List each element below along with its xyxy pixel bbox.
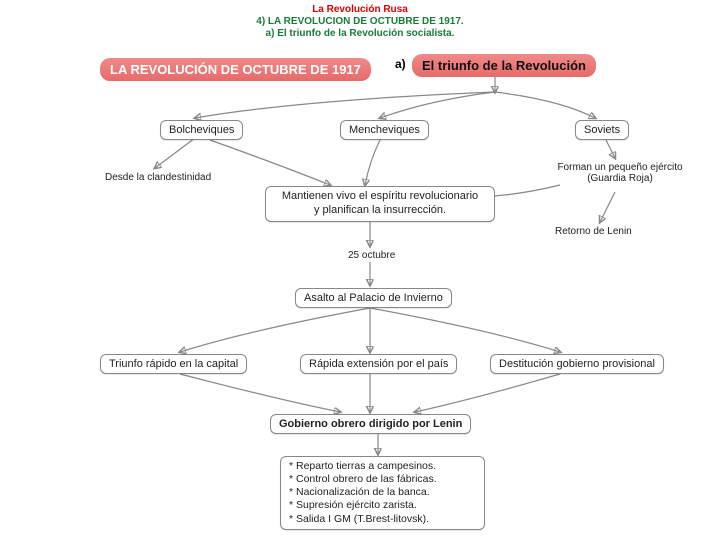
header-line-2: 4) LA REVOLUCION DE OCTUBRE DE 1917.	[0, 16, 720, 28]
title-pill-right-prefix: a)	[395, 57, 406, 71]
title-pill-left-text: LA REVOLUCIÓN DE OCTUBRE DE 1917	[110, 62, 361, 77]
title-pill-left: LA REVOLUCIÓN DE OCTUBRE DE 1917	[100, 58, 371, 81]
header-line-1: La Revolución Rusa	[0, 4, 720, 16]
note-fecha: 25 octubre	[348, 250, 395, 261]
note-clandestinidad: Desde la clandestinidad	[105, 172, 211, 183]
title-pill-right-text: El triunfo de la Revolución	[422, 58, 586, 73]
node-mencheviques: Mencheviques	[340, 120, 429, 140]
node-medidas: * Reparto tierras a campesinos. * Contro…	[280, 456, 485, 530]
node-soviets: Soviets	[575, 120, 629, 140]
node-gobierno-lenin: Gobierno obrero dirigido por Lenin	[270, 414, 471, 434]
node-extension-pais: Rápida extensión por el país	[300, 354, 457, 374]
note-guardia-roja: Forman un pequeño ejército (Guardia Roja…	[550, 162, 690, 184]
note-retorno-lenin: Retorno de Lenin	[555, 226, 632, 237]
node-mantienen-text: Mantienen vivo el espíritu revolucionari…	[282, 190, 478, 216]
header-line-3: a) El triunfo de la Revolución socialist…	[0, 28, 720, 40]
node-mantienen: Mantienen vivo el espíritu revolucionari…	[265, 186, 495, 222]
node-asalto: Asalto al Palacio de Invierno	[295, 288, 452, 308]
title-pill-right: El triunfo de la Revolución	[412, 54, 596, 77]
node-medidas-text: * Reparto tierras a campesinos. * Contro…	[289, 460, 437, 525]
node-bolcheviques: Bolcheviques	[160, 120, 243, 140]
node-destitucion: Destitución gobierno provisional	[490, 354, 664, 374]
slide-header: La Revolución Rusa 4) LA REVOLUCION DE O…	[0, 0, 720, 40]
node-triunfo-capital: Triunfo rápido en la capital	[100, 354, 247, 374]
